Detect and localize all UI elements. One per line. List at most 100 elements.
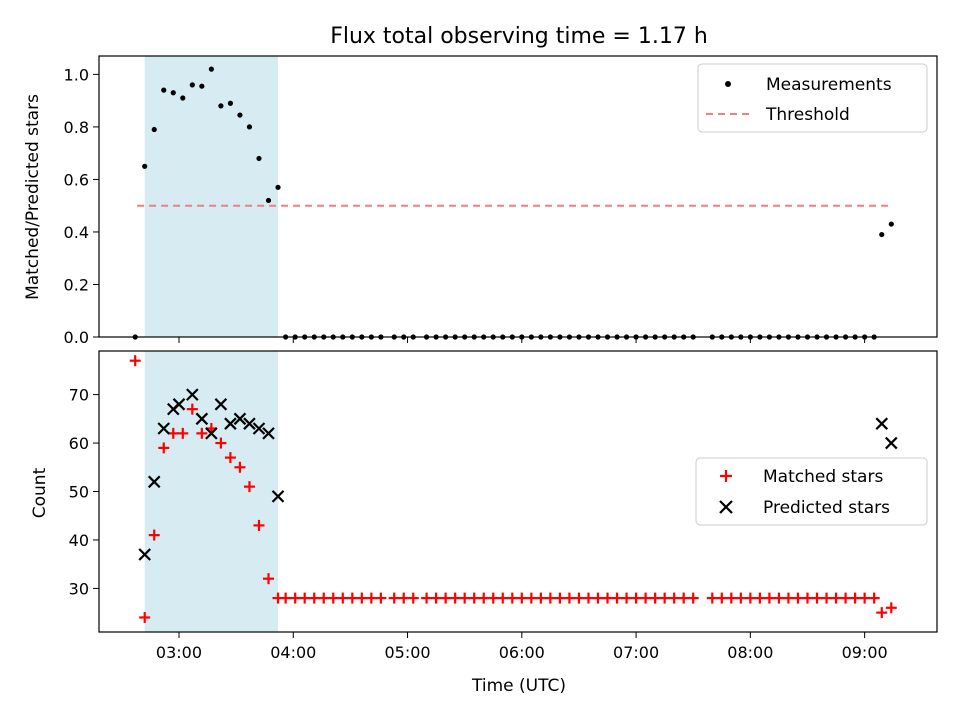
matched-star-point [289,592,301,604]
measurement-point [879,231,885,238]
measurement-point [888,221,894,227]
matched-star-point [497,592,509,604]
matched-star-point [280,592,292,604]
matched-star-point [224,452,236,464]
matched-star-point [544,592,556,604]
measurement-point [265,197,272,204]
matched-star-point [129,355,141,367]
matched-star-point [640,592,652,604]
matched-star-point [525,592,537,604]
legend-threshold-label: Threshold [765,105,850,125]
top-plot-frame [98,55,938,338]
matched-star-point [678,592,690,604]
matched-star-point [801,592,813,604]
matched-star-point [398,592,410,604]
legend-predicted-marker [719,500,733,514]
matched-star-point [243,481,255,493]
matched-star-point [440,592,452,604]
matched-star-point [649,592,661,604]
predicted-star-point [195,412,209,426]
matched-star-point [186,403,198,415]
y-tick-label: 1.0 [64,65,89,84]
matched-star-point [388,592,400,604]
top-legend: Measurements Threshold [697,63,928,133]
matched-star-point [318,592,330,604]
matched-star-point [782,592,794,604]
matched-star-point [356,592,368,604]
matched-star-point [687,592,699,604]
top-x-ticks [178,337,866,343]
x-tick-label: 05:00 [384,643,430,662]
bottom-count-points [129,355,898,623]
matched-star-point [744,592,756,604]
measurement-point [208,66,214,72]
y-tick-label: 0.8 [64,118,89,137]
matched-star-point [830,592,842,604]
matched-star-point [763,592,775,604]
measurement-point [218,103,224,109]
matched-star-point [716,592,728,604]
matched-star-point [487,592,499,604]
matched-star-point [196,427,208,439]
matched-star-point [263,573,275,585]
predicted-star-point [157,422,171,435]
bottom-legend-box [695,457,928,526]
predicted-star-point [138,548,151,561]
matched-star-point [516,592,528,604]
matched-star-point [792,592,804,604]
bottom-y-axis-label: Count [30,467,50,518]
y-tick-label: 40 [69,531,89,550]
matched-star-point [459,592,471,604]
top-y-ticks: 0.0 0.2 0.4 0.6 0.8 1.0 [64,65,99,347]
matched-star-point [876,607,888,619]
y-tick-label: 70 [69,386,89,405]
measurement-point [246,124,253,130]
matched-star-point [299,592,311,604]
matched-star-point [754,592,766,604]
x-tick-label: 08:00 [727,643,773,662]
matched-star-point [421,592,433,604]
top-legend-box [697,63,928,133]
x-tick-label: 09:00 [842,643,888,662]
matched-star-point [430,592,442,604]
predicted-star-point [186,388,199,401]
matched-star-point [365,592,377,604]
bottom-legend: Matched stars Predicted stars [695,457,928,526]
top-observing-window [144,56,279,337]
matched-star-point [668,592,680,604]
legend-matched-label: Matched stars [763,467,883,487]
matched-star-point [234,461,246,473]
x-tick-label: 06:00 [499,643,545,662]
matched-star-point [885,602,897,614]
matched-star-point [177,427,189,439]
x-tick-label: 04:00 [270,643,316,662]
matched-star-point [773,592,785,604]
measurement-point [275,184,281,190]
measurement-point [256,155,262,162]
measurement-point [180,95,186,101]
predicted-star-point [252,422,266,435]
predicted-star-point [271,490,285,503]
measurement-point [151,126,157,133]
y-tick-label: 50 [69,483,89,502]
matched-star-point [592,592,604,604]
matched-star-point [849,592,861,604]
predicted-star-point [214,398,228,411]
predicted-star-point [224,417,237,430]
x-axis-label: Time (UTC) [471,676,566,696]
bottom-y-ticks: 30 40 50 60 70 [69,386,99,598]
matched-star-point [573,592,585,604]
matched-star-point [611,592,623,604]
matched-star-point [811,592,823,604]
matched-star-point [327,592,339,604]
matched-star-point [478,592,490,604]
predicted-star-point [205,427,218,440]
matched-star-point [735,592,747,604]
matched-star-point [563,592,575,604]
legend-measurements-marker [725,81,731,87]
predicted-star-point [233,412,247,426]
y-tick-label: 0.4 [64,223,89,242]
predicted-star-point [243,417,256,430]
matched-star-point [621,592,633,604]
measurement-point [142,163,148,169]
